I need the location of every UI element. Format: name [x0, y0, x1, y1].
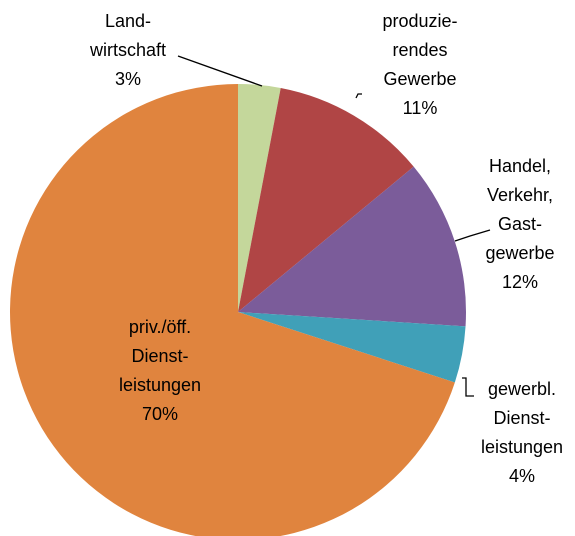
value-label: 12%	[502, 272, 538, 292]
pie-slice	[10, 84, 455, 536]
label-line: Dienst-	[493, 408, 550, 428]
leader-line	[355, 93, 362, 99]
label-line: Gast-	[498, 214, 542, 234]
label-line: Dienst-	[131, 346, 188, 366]
pie-slice	[238, 84, 281, 312]
leader-line	[462, 377, 474, 397]
value-label: 4%	[509, 466, 535, 486]
category-label: produzie-rendes Gewerbe	[382, 11, 457, 89]
value-label: 11%	[403, 98, 438, 118]
pie-slice	[238, 166, 466, 327]
label-line: priv./öff.	[129, 317, 191, 337]
value-label: 70%	[142, 404, 178, 424]
category-label: priv./öff. Dienst-leistungen	[119, 317, 201, 395]
leader-line	[454, 229, 491, 242]
label-line: rendes	[392, 40, 447, 60]
value-label: 3%	[115, 69, 141, 89]
label-line: leistungen	[119, 375, 201, 395]
label-line: Gewerbe	[383, 69, 456, 89]
category-label: Land-wirtschaft	[89, 11, 166, 60]
label-line: leistungen	[481, 437, 563, 457]
label-line: Verkehr,	[487, 185, 553, 205]
category-label: Handel, Verkehr, Gast-gewerbe	[485, 156, 554, 263]
label-line: produzie-	[382, 11, 457, 31]
pie-slice	[238, 88, 414, 312]
label-line: gewerbe	[485, 243, 554, 263]
leader-line	[177, 55, 263, 87]
label-line: gewerbl.	[488, 379, 556, 399]
pie-slice	[238, 312, 466, 383]
label-line: Handel,	[489, 156, 551, 176]
pie	[10, 84, 466, 536]
category-label: gewerbl. Dienst-leistungen	[481, 379, 563, 457]
label-line: Land-	[105, 11, 151, 31]
label-line: wirtschaft	[89, 40, 166, 60]
